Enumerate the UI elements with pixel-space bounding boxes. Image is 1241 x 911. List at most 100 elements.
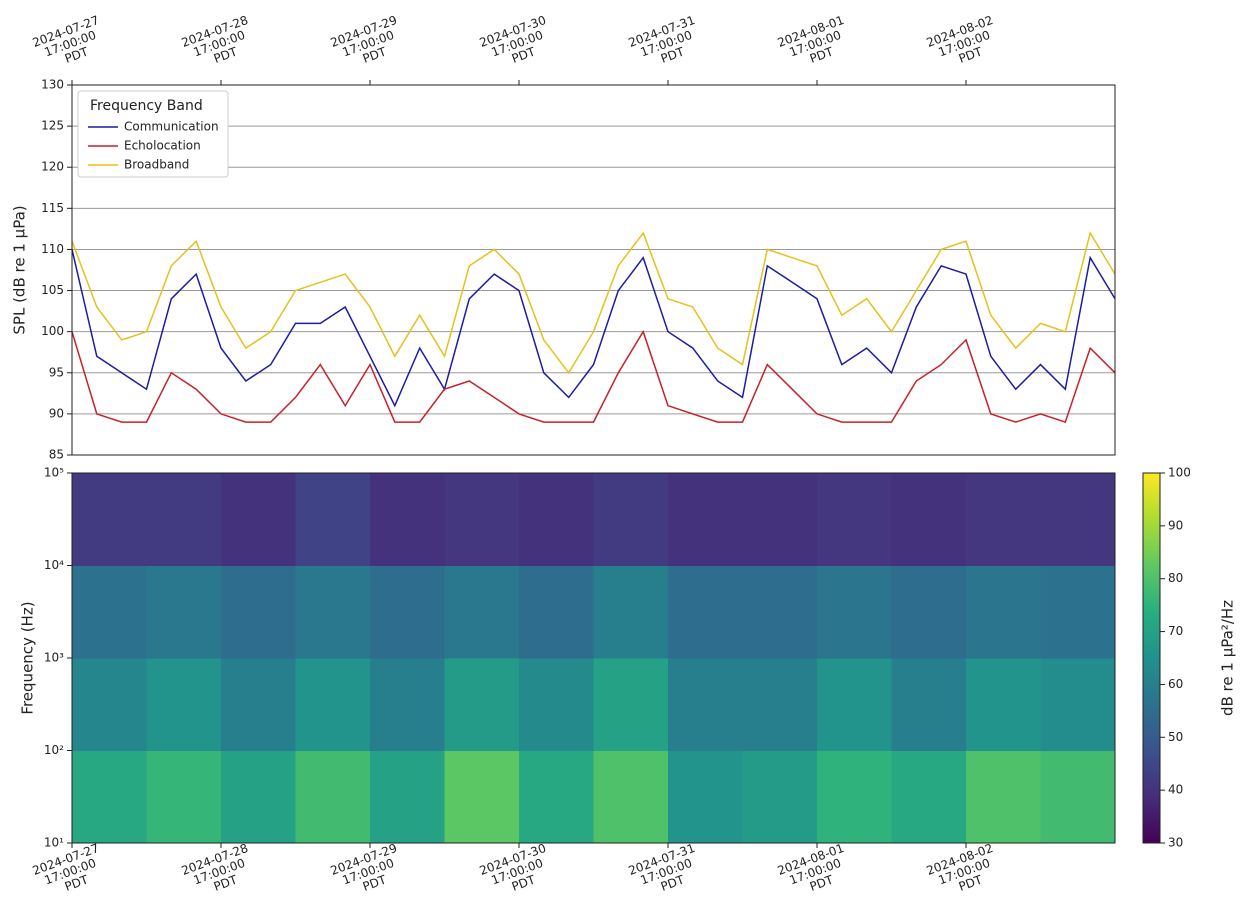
series-line	[71, 249, 1116, 408]
heat-cell	[370, 565, 445, 659]
heat-cell	[1040, 750, 1116, 844]
heat-cell	[668, 565, 743, 659]
heat-cell	[742, 473, 818, 566]
heat-cell	[593, 473, 669, 566]
heat-cell	[221, 565, 296, 659]
heat-cell	[966, 750, 1041, 844]
heat-cell	[146, 565, 222, 659]
heat-cell	[370, 473, 445, 566]
heat-cell	[295, 565, 371, 659]
heat-cell	[593, 658, 669, 751]
y-tick-label: 85	[49, 448, 64, 462]
y-tick-label: 10¹	[44, 836, 64, 850]
heat-cell	[295, 658, 371, 751]
heat-cell	[1040, 658, 1116, 751]
legend-label: Broadband	[124, 158, 189, 172]
series-line	[71, 329, 1116, 424]
heat-cell	[221, 473, 296, 566]
heat-cell	[72, 473, 147, 566]
colorbar	[1142, 472, 1161, 844]
y-axis-label: Frequency (Hz)	[19, 601, 37, 714]
heat-cell	[295, 750, 371, 844]
heat-cell	[519, 750, 594, 844]
heat-cell	[668, 473, 743, 566]
heat-cell	[668, 750, 743, 844]
heat-cell	[72, 565, 147, 659]
colorbar-label: dB re 1 µPa²/Hz	[1219, 600, 1237, 716]
y-axis-label: SPL (dB re 1 µPa)	[11, 205, 29, 334]
heat-cell	[444, 658, 520, 751]
x-tick-label: 2024-07-30 17:00:00 PDT	[477, 11, 560, 74]
x-tick-label: 2024-07-31 17:00:00 PDT	[626, 11, 709, 74]
heat-cell	[519, 658, 594, 751]
colorbar-tick-label: 50	[1168, 730, 1183, 744]
x-tick-label: 2024-07-28 17:00:00 PDT	[179, 11, 262, 74]
x-tick-label: 2024-07-29 17:00:00 PDT	[328, 11, 411, 74]
heat-cell	[370, 658, 445, 751]
heat-cell	[444, 565, 520, 659]
heat-cell	[1040, 473, 1116, 566]
heat-cell	[72, 658, 147, 751]
x-tick-label: 2024-07-28 17:00:00 PDT	[179, 839, 262, 902]
legend-label: Communication	[124, 120, 219, 134]
y-tick-label: 110	[41, 242, 64, 256]
y-tick-label: 10³	[44, 651, 64, 665]
heat-cell	[146, 473, 222, 566]
y-tick-label: 120	[41, 160, 64, 174]
series-line	[71, 231, 1116, 375]
heat-cell	[817, 658, 892, 751]
plot-frame	[71, 472, 1116, 844]
heat-cell	[519, 565, 594, 659]
y-tick-label: 100	[41, 324, 64, 338]
legend-label: Echolocation	[124, 139, 201, 153]
heat-cell	[1040, 565, 1116, 659]
y-tick-label: 10²	[44, 743, 64, 757]
x-tick-label: 2024-08-01 17:00:00 PDT	[775, 839, 858, 902]
heat-cell	[72, 750, 147, 844]
heat-cell	[742, 750, 818, 844]
heat-cell	[668, 658, 743, 751]
heat-cell	[593, 750, 669, 844]
heat-cell	[593, 565, 669, 659]
colorbar-tick-label: 60	[1168, 677, 1183, 691]
legend-title: Frequency Band	[90, 98, 203, 114]
heat-cell	[370, 750, 445, 844]
x-tick-label: 2024-08-02 17:00:00 PDT	[924, 11, 1007, 74]
heat-cell	[444, 750, 520, 844]
colorbar-tick-label: 70	[1168, 624, 1183, 638]
heat-cell	[817, 565, 892, 659]
heat-cell	[891, 750, 967, 844]
x-tick-label: 2024-07-30 17:00:00 PDT	[477, 839, 560, 902]
y-tick-label: 125	[41, 119, 64, 133]
heat-cell	[817, 473, 892, 566]
y-tick-label: 95	[49, 365, 64, 379]
heat-cell	[221, 658, 296, 751]
legend-box	[77, 90, 229, 178]
colorbar-tick-label: 30	[1168, 836, 1183, 850]
heat-cell	[519, 473, 594, 566]
x-tick-label: 2024-07-31 17:00:00 PDT	[626, 839, 709, 902]
heat-cell	[295, 473, 371, 566]
y-tick-label: 105	[41, 283, 64, 297]
heat-cell	[891, 473, 967, 566]
y-tick-label: 115	[41, 201, 64, 215]
y-tick-label: 130	[41, 78, 64, 92]
heat-cell	[966, 473, 1041, 566]
heat-cell	[891, 658, 967, 751]
heat-cell	[891, 565, 967, 659]
colorbar-tick-label: 90	[1168, 518, 1183, 532]
x-tick-label: 2024-07-27 17:00:00 PDT	[30, 839, 113, 902]
heat-cell	[966, 565, 1041, 659]
heat-cell	[146, 658, 222, 751]
y-tick-label: 10⁴	[44, 558, 64, 572]
x-tick-label: 2024-08-02 17:00:00 PDT	[924, 839, 1007, 902]
plot-frame	[71, 84, 1116, 456]
heat-cell	[742, 658, 818, 751]
heat-cell	[966, 658, 1041, 751]
heat-cell	[742, 565, 818, 659]
heat-cell	[221, 750, 296, 844]
x-tick-label: 2024-07-29 17:00:00 PDT	[328, 839, 411, 902]
heat-cell	[817, 750, 892, 844]
colorbar-tick-label: 40	[1168, 783, 1183, 797]
